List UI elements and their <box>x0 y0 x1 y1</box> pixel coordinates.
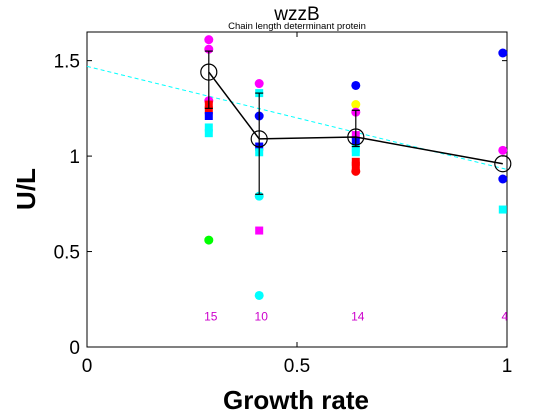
fit-line <box>86 65 508 170</box>
y-tick-label: 0.5 <box>54 243 80 264</box>
data-point <box>351 148 360 157</box>
data-point <box>204 35 214 45</box>
x-tick-label: 0 <box>82 356 93 377</box>
chart-subtitle: Chain length determinant protein <box>228 21 366 32</box>
data-point <box>204 106 213 115</box>
data-point <box>498 174 508 184</box>
data-point <box>255 226 264 235</box>
data-point <box>351 100 361 110</box>
y-tick-label: 1 <box>69 147 80 168</box>
y-axis-label: U/L <box>11 168 41 210</box>
sample-count-label: 4 <box>501 309 508 323</box>
plot-area: 0 0.5 100.511.515 10 14 4 <box>54 31 513 377</box>
data-point <box>351 161 360 170</box>
mean-line <box>208 71 503 165</box>
sample-count-label: 15 <box>204 309 218 323</box>
data-point <box>498 48 508 58</box>
sample-count-label: 14 <box>351 309 365 323</box>
x-tick-label: 0.5 <box>284 356 310 377</box>
mean-marker <box>494 155 512 173</box>
data-point <box>351 166 361 176</box>
data-point <box>254 290 264 300</box>
sample-count-label: 10 <box>255 309 269 323</box>
data-point <box>498 205 507 214</box>
data-point <box>204 112 213 120</box>
y-tick-label: 0 <box>69 338 80 359</box>
mean-marker <box>250 130 268 148</box>
data-point <box>204 235 214 245</box>
data-point <box>204 129 213 138</box>
x-tick-label: 1 <box>502 356 513 377</box>
data-point <box>254 79 264 89</box>
mean-marker <box>200 63 218 81</box>
mean-marker <box>347 128 365 146</box>
data-point <box>498 145 508 155</box>
data-point <box>351 80 361 90</box>
x-axis-label: Growth rate <box>223 385 369 415</box>
data-point <box>204 123 213 132</box>
chart-title: wzzB <box>273 4 319 25</box>
axes-box <box>86 31 508 348</box>
y-tick-label: 1.5 <box>54 52 80 73</box>
